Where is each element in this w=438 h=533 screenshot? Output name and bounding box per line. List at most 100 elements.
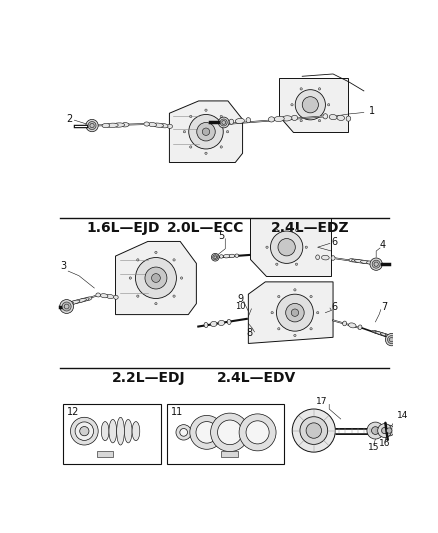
Ellipse shape <box>144 122 149 126</box>
Circle shape <box>378 424 392 438</box>
Circle shape <box>306 423 321 438</box>
Text: 4: 4 <box>380 240 386 250</box>
Ellipse shape <box>349 259 356 262</box>
Circle shape <box>180 429 187 436</box>
Ellipse shape <box>375 332 389 336</box>
Circle shape <box>310 295 312 298</box>
Ellipse shape <box>380 333 390 337</box>
Ellipse shape <box>323 114 328 119</box>
Circle shape <box>218 420 242 445</box>
Text: 9: 9 <box>237 294 244 304</box>
Circle shape <box>286 303 304 322</box>
Circle shape <box>305 246 307 248</box>
Ellipse shape <box>354 260 368 263</box>
Ellipse shape <box>101 422 109 441</box>
Circle shape <box>387 428 392 433</box>
Circle shape <box>88 122 96 130</box>
Circle shape <box>381 427 388 434</box>
Ellipse shape <box>316 255 320 260</box>
Circle shape <box>246 421 269 444</box>
Circle shape <box>197 123 215 141</box>
Circle shape <box>291 309 299 317</box>
Circle shape <box>226 131 229 133</box>
Circle shape <box>213 255 218 260</box>
Ellipse shape <box>349 323 356 328</box>
Circle shape <box>266 246 268 248</box>
Circle shape <box>202 128 210 135</box>
Circle shape <box>218 117 229 128</box>
Ellipse shape <box>268 117 275 122</box>
Bar <box>63 403 161 464</box>
Text: 14: 14 <box>397 410 408 419</box>
Ellipse shape <box>96 293 100 297</box>
Bar <box>221 451 237 457</box>
Circle shape <box>370 258 382 270</box>
Text: 16: 16 <box>379 439 390 448</box>
Ellipse shape <box>113 123 125 127</box>
Ellipse shape <box>331 256 335 260</box>
Circle shape <box>276 229 278 231</box>
Circle shape <box>135 257 177 298</box>
Circle shape <box>276 294 314 331</box>
Ellipse shape <box>229 254 235 257</box>
Ellipse shape <box>329 115 337 120</box>
Circle shape <box>220 119 227 126</box>
Ellipse shape <box>85 297 92 301</box>
Ellipse shape <box>227 319 231 325</box>
Polygon shape <box>279 78 349 132</box>
Circle shape <box>302 96 318 113</box>
Circle shape <box>385 334 398 346</box>
Ellipse shape <box>167 124 173 128</box>
Ellipse shape <box>374 331 384 335</box>
Circle shape <box>75 422 94 440</box>
Ellipse shape <box>218 320 225 326</box>
Ellipse shape <box>100 294 108 298</box>
Text: 1.6L—EJD: 1.6L—EJD <box>87 221 160 235</box>
Text: 11: 11 <box>170 407 183 417</box>
Text: 2: 2 <box>67 114 73 124</box>
Ellipse shape <box>274 116 284 122</box>
Polygon shape <box>250 219 331 276</box>
Ellipse shape <box>148 123 156 127</box>
Circle shape <box>328 103 330 106</box>
Circle shape <box>90 124 94 128</box>
Circle shape <box>212 253 219 261</box>
Text: 15: 15 <box>368 443 380 452</box>
Ellipse shape <box>121 123 129 127</box>
Ellipse shape <box>204 322 208 328</box>
Text: 3: 3 <box>60 262 67 271</box>
Circle shape <box>271 231 303 263</box>
Ellipse shape <box>346 116 351 121</box>
Ellipse shape <box>78 298 89 302</box>
Circle shape <box>388 336 396 344</box>
Circle shape <box>278 295 280 298</box>
Circle shape <box>129 277 131 279</box>
Circle shape <box>205 109 207 111</box>
Circle shape <box>374 262 378 266</box>
Circle shape <box>371 427 379 434</box>
Ellipse shape <box>321 255 329 260</box>
Circle shape <box>60 300 74 313</box>
Ellipse shape <box>211 321 217 327</box>
Circle shape <box>196 422 218 443</box>
Circle shape <box>173 295 175 297</box>
Ellipse shape <box>106 294 114 298</box>
Circle shape <box>220 115 223 118</box>
Text: 10: 10 <box>235 302 246 311</box>
Ellipse shape <box>246 118 251 123</box>
Text: 5: 5 <box>218 231 225 241</box>
Ellipse shape <box>109 419 117 443</box>
Circle shape <box>190 146 192 148</box>
Ellipse shape <box>106 123 118 127</box>
Text: 1: 1 <box>368 106 374 116</box>
Ellipse shape <box>117 417 124 445</box>
Circle shape <box>220 146 223 148</box>
Circle shape <box>176 425 191 440</box>
Ellipse shape <box>66 302 74 305</box>
Circle shape <box>300 88 302 90</box>
Ellipse shape <box>160 124 168 128</box>
Text: 6: 6 <box>332 302 338 311</box>
Ellipse shape <box>352 259 362 263</box>
Ellipse shape <box>113 295 118 300</box>
Circle shape <box>152 273 160 282</box>
